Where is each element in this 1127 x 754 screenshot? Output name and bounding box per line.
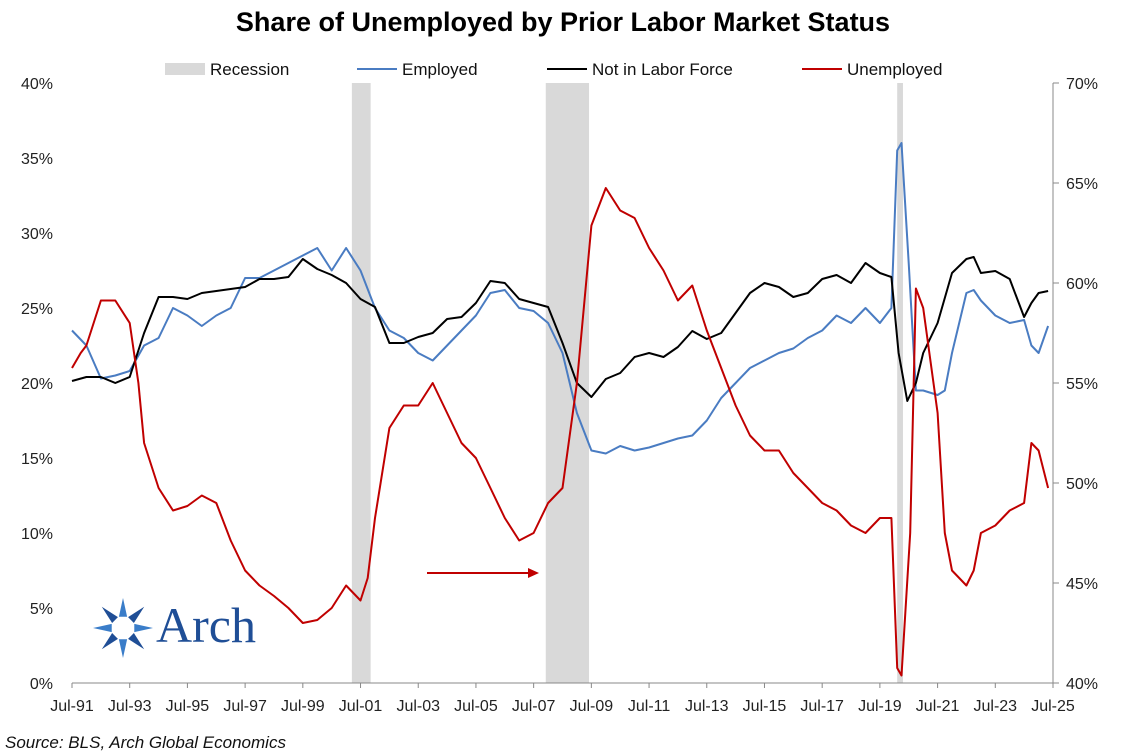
x-tick-label: Jul-07 — [512, 698, 556, 715]
x-tick-label: Jul-15 — [743, 698, 787, 715]
axes: 0% 5% 10% 15% 20% 25% 30% 35% 40% 40% 45% 50% 55% 60%… — [21, 76, 1098, 715]
series-line-not-in-labor-force — [71, 256, 1049, 402]
left-tick-label: 20% — [21, 376, 53, 393]
x-tick-label: Jul-23 — [974, 698, 1018, 715]
legend: Recession Employed Not in Labor Force Unemp… — [165, 60, 942, 79]
source-note: Source: BLS, Arch Global Economics — [5, 733, 286, 752]
right-tick-label: 55% — [1066, 376, 1098, 393]
recession-band-0 — [351, 83, 371, 683]
right-tick-label: 65% — [1066, 176, 1098, 193]
series-lines — [71, 142, 1050, 677]
x-tick-label: Jul-99 — [281, 698, 325, 715]
arch-logo: Arch — [93, 597, 256, 658]
arch-star-icon — [93, 598, 153, 658]
x-tick-label: Jul-21 — [916, 698, 960, 715]
logo-wordmark: Arch — [156, 597, 256, 653]
x-tick-label: Jul-05 — [454, 698, 498, 715]
star-ray — [93, 623, 112, 633]
x-tick-label: Jul-93 — [108, 698, 152, 715]
star-ray — [118, 598, 128, 617]
star-ray — [118, 639, 128, 658]
series-line-employed — [71, 142, 1050, 455]
x-tick-label: Jul-97 — [223, 698, 267, 715]
legend-label: Employed — [402, 60, 478, 79]
x-tick-label: Jul-01 — [339, 698, 383, 715]
x-tick-label: Jul-13 — [685, 698, 729, 715]
star-ray — [128, 606, 145, 623]
recession-band-1 — [545, 83, 590, 683]
recession-bands — [351, 83, 903, 683]
legend-label: Not in Labor Force — [592, 60, 733, 79]
x-tick-label: Jul-91 — [50, 698, 94, 715]
x-tick-label: Jul-11 — [628, 698, 670, 715]
recession-band-2 — [897, 83, 903, 683]
star-ray — [101, 606, 118, 623]
x-tick-label: Jul-25 — [1031, 698, 1075, 715]
left-tick-label: 5% — [30, 601, 53, 618]
right-tick-label: 70% — [1066, 76, 1098, 93]
legend-swatch-recession — [165, 63, 205, 75]
series-line-unemployed — [71, 187, 1050, 677]
star-ray — [134, 623, 153, 633]
star-ray — [128, 633, 145, 650]
legend-label: Unemployed — [847, 60, 942, 79]
x-tick-label: Jul-09 — [570, 698, 614, 715]
chart-title: Share of Unemployed by Prior Labor Marke… — [236, 7, 890, 37]
star-ray — [101, 633, 118, 650]
left-tick-label: 10% — [21, 526, 53, 543]
star-center — [119, 624, 127, 632]
legend-label: Recession — [210, 60, 289, 79]
left-tick-label: 15% — [21, 451, 53, 468]
right-tick-label: 60% — [1066, 276, 1098, 293]
left-tick-label: 35% — [21, 151, 53, 168]
red-arrow — [427, 568, 539, 578]
x-tick-label: Jul-03 — [396, 698, 440, 715]
left-tick-label: 0% — [30, 676, 53, 693]
right-tick-label: 40% — [1066, 676, 1098, 693]
right-tick-label: 45% — [1066, 576, 1098, 593]
left-tick-label: 25% — [21, 301, 53, 318]
x-tick-label: Jul-19 — [858, 698, 902, 715]
x-tick-label: Jul-95 — [166, 698, 210, 715]
left-tick-label: 40% — [21, 76, 53, 93]
right-tick-label: 50% — [1066, 476, 1098, 493]
left-tick-label: 30% — [21, 226, 53, 243]
x-tick-label: Jul-17 — [800, 698, 844, 715]
